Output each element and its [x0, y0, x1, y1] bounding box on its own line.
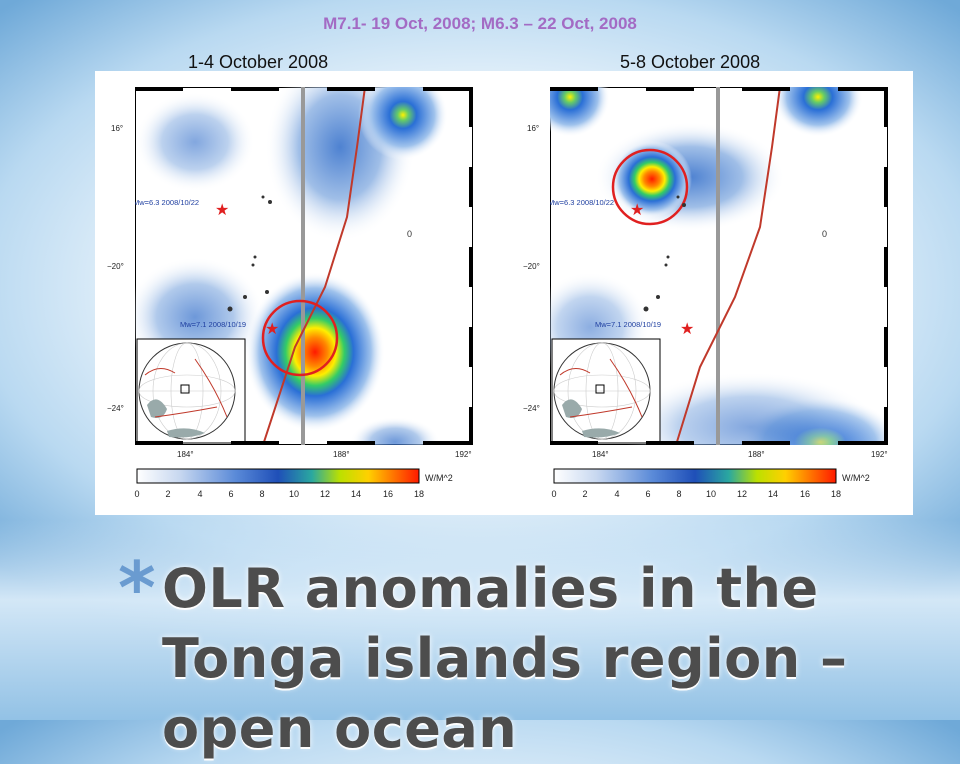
lat-tick: −24° — [523, 404, 540, 413]
lat-tick: −20° — [107, 262, 124, 271]
quake-star-icon: ★ — [680, 321, 694, 338]
bullet-asterisk: * — [118, 546, 156, 630]
map-left: 0 ★ ★ Mw=6.3 2008/10/22 Mw=7.1 2008/10/1… — [135, 87, 473, 445]
event-title: M7.1- 19 Oct, 2008; M6.3 – 22 Oct, 2008 — [323, 14, 637, 33]
colorbar-tick: 18 — [831, 489, 841, 499]
quake-label-m63: Mw=6.3 2008/10/22 — [135, 198, 199, 207]
background-glow — [0, 520, 960, 720]
colorbar-unit: W/M^2 — [842, 473, 870, 483]
colorbar-tick: 12 — [737, 489, 747, 499]
lat-tick: −24° — [107, 404, 124, 413]
map-right: 0 ★ ★ Mw=6.3 2008/10/22 Mw=7.1 2008/10/1… — [550, 87, 888, 445]
colorbar-tick: 8 — [259, 489, 264, 499]
lon-tick: 192° — [871, 450, 888, 459]
quake-star-icon: ★ — [215, 202, 229, 219]
lat-tick: 16° — [111, 124, 123, 133]
left-period-label: 1-4 October 2008 — [188, 52, 329, 72]
colorbar-tick: 2 — [165, 489, 170, 499]
colorbar-tick: 0 — [551, 489, 556, 499]
colorbar-tick: 14 — [351, 489, 361, 499]
lat-tick: −20° — [523, 262, 540, 271]
globe-inset — [551, 338, 661, 444]
quake-star-icon: ★ — [630, 202, 644, 219]
colorbar-tick: 10 — [706, 489, 716, 499]
colorbar-tick: 14 — [768, 489, 778, 499]
colorbar-right: W/M^2 0 2 4 6 8 10 12 14 16 18 — [551, 468, 870, 499]
colorbar-tick: 2 — [582, 489, 587, 499]
lon-tick: 188° — [748, 450, 765, 459]
colorbar-left: W/M^2 0 2 4 6 8 10 12 14 16 18 — [134, 468, 453, 499]
quake-label-m71: Mw=7.1 2008/10/19 — [595, 320, 661, 329]
quake-label-m71: Mw=7.1 2008/10/19 — [180, 320, 246, 329]
colorbar-tick: 4 — [197, 489, 202, 499]
colorbar-tick: 6 — [645, 489, 650, 499]
colorbar-tick: 12 — [320, 489, 330, 499]
olr-figure: 0 ★ ★ Mw=6.3 2008/10/22 Mw=7.1 2008/10/1… — [95, 71, 913, 515]
right-period-label: 5-8 October 2008 — [620, 52, 761, 72]
lat-tick: 16° — [527, 124, 539, 133]
lon-tick: 188° — [333, 450, 350, 459]
globe-inset — [136, 338, 246, 444]
colorbar-tick: 8 — [676, 489, 681, 499]
quake-label-m63: Mw=6.3 2008/10/22 — [550, 198, 614, 207]
contour-label: 0 — [822, 229, 827, 239]
lon-tick: 192° — [455, 450, 472, 459]
colorbar-tick: 18 — [414, 489, 424, 499]
quake-star-icon: ★ — [265, 321, 279, 338]
colorbar-unit: W/M^2 — [425, 473, 453, 483]
colorbar-tick: 4 — [614, 489, 619, 499]
slide-title: OLR anomalies in the Tonga islands regio… — [162, 557, 848, 760]
lon-tick: 184° — [177, 450, 194, 459]
colorbar-tick: 6 — [228, 489, 233, 499]
colorbar-tick: 16 — [383, 489, 393, 499]
lon-tick: 184° — [592, 450, 609, 459]
colorbar-tick: 16 — [800, 489, 810, 499]
colorbar-tick: 0 — [134, 489, 139, 499]
contour-label: 0 — [407, 229, 412, 239]
colorbar-tick: 10 — [289, 489, 299, 499]
